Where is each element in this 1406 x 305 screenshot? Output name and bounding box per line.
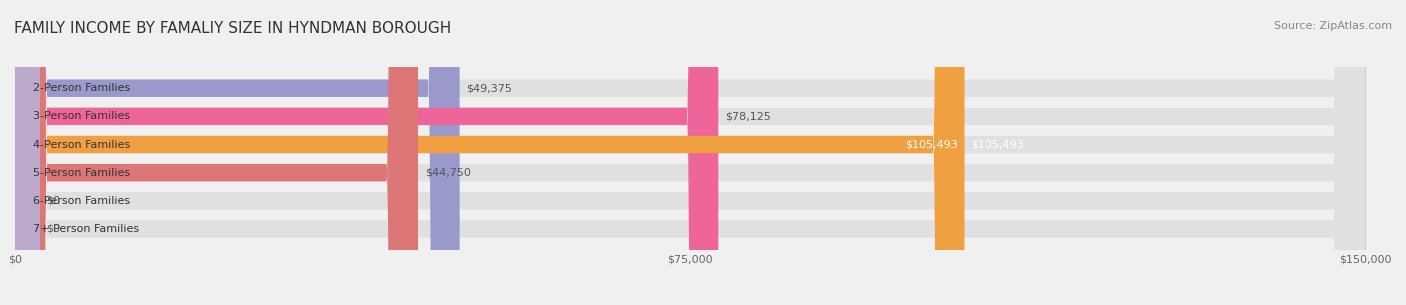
Text: $0: $0	[46, 224, 60, 234]
FancyBboxPatch shape	[15, 0, 1365, 305]
Text: 6-Person Families: 6-Person Families	[34, 196, 131, 206]
Text: FAMILY INCOME BY FAMALIY SIZE IN HYNDMAN BOROUGH: FAMILY INCOME BY FAMALIY SIZE IN HYNDMAN…	[14, 21, 451, 36]
FancyBboxPatch shape	[15, 0, 39, 305]
Text: 3-Person Families: 3-Person Families	[34, 111, 131, 121]
FancyBboxPatch shape	[15, 0, 39, 305]
FancyBboxPatch shape	[15, 0, 718, 305]
Text: $105,493: $105,493	[905, 139, 957, 149]
Text: 2-Person Families: 2-Person Families	[34, 83, 131, 93]
Text: $49,375: $49,375	[467, 83, 512, 93]
Text: $78,125: $78,125	[725, 111, 770, 121]
FancyBboxPatch shape	[15, 0, 460, 305]
FancyBboxPatch shape	[15, 0, 1365, 305]
Text: 5-Person Families: 5-Person Families	[34, 168, 131, 178]
FancyBboxPatch shape	[15, 0, 1365, 305]
Text: $105,493: $105,493	[972, 139, 1024, 149]
Text: 4-Person Families: 4-Person Families	[34, 139, 131, 149]
Text: $44,750: $44,750	[425, 168, 471, 178]
FancyBboxPatch shape	[15, 0, 418, 305]
Text: $0: $0	[46, 196, 60, 206]
FancyBboxPatch shape	[15, 0, 1365, 305]
FancyBboxPatch shape	[15, 0, 965, 305]
Text: Source: ZipAtlas.com: Source: ZipAtlas.com	[1274, 21, 1392, 31]
Text: 7+ Person Families: 7+ Person Families	[34, 224, 139, 234]
FancyBboxPatch shape	[15, 0, 1365, 305]
FancyBboxPatch shape	[15, 0, 1365, 305]
